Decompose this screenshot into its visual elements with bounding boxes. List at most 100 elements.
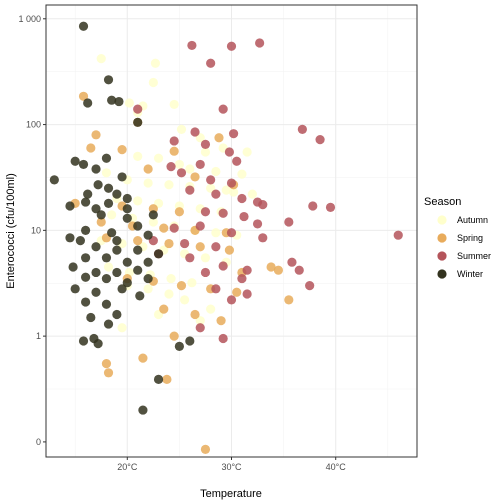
legend-label-winter: Winter (457, 269, 483, 279)
data-point-summer (239, 211, 249, 222)
data-point-winter (153, 249, 164, 259)
data-point-summer (200, 207, 211, 217)
data-point-autumn (247, 189, 257, 199)
data-point-winter (107, 228, 117, 238)
data-point-winter (91, 164, 101, 174)
data-point-winter (81, 253, 91, 263)
data-point-winter (91, 242, 101, 252)
data-point-winter (122, 257, 132, 267)
data-point-winter (78, 21, 89, 31)
data-point-summer (195, 159, 205, 170)
data-point-autumn (133, 151, 143, 162)
data-point-summer (325, 202, 336, 212)
data-point-spring (159, 223, 169, 233)
data-point-autumn (237, 169, 247, 179)
data-point-winter (49, 175, 59, 185)
data-point-autumn (176, 124, 187, 135)
data-point-winter (185, 336, 195, 346)
data-point-summer (294, 265, 304, 275)
data-point-summer (206, 58, 216, 68)
data-point-winter (112, 267, 122, 278)
data-point-winter (70, 156, 80, 166)
data-point-summer (176, 168, 187, 178)
data-point-winter (96, 210, 106, 220)
data-point-summer (218, 261, 228, 271)
data-point-winter (81, 297, 91, 307)
data-point-summer (242, 289, 252, 299)
data-point-winter (101, 153, 112, 163)
legend-key-summer (437, 251, 447, 261)
data-point-summer (297, 124, 307, 135)
data-point-winter (143, 230, 153, 240)
data-point-autumn (211, 228, 221, 238)
data-point-summer (218, 104, 228, 114)
data-point-autumn (117, 323, 127, 333)
data-point-summer (211, 284, 221, 294)
data-point-summer (237, 193, 247, 204)
data-point-winter (81, 272, 91, 282)
data-point-autumn (124, 98, 134, 108)
data-point-spring (200, 444, 211, 454)
data-point-winter (65, 201, 75, 211)
data-point-spring (86, 143, 96, 153)
data-point-autumn (200, 253, 211, 263)
data-point-winter (122, 213, 132, 223)
data-point-winter (117, 284, 127, 294)
data-point-summer (200, 267, 211, 278)
data-point-summer (287, 257, 297, 267)
y-tick-label: 100 (26, 120, 41, 130)
data-point-summer (228, 129, 239, 139)
y-tick-label: 1 (36, 331, 41, 341)
data-points (49, 21, 403, 454)
legend-key-spring (437, 233, 447, 243)
data-point-summer (180, 238, 190, 249)
data-point-spring (169, 146, 179, 156)
data-point-spring (195, 242, 205, 252)
data-point-summer (305, 281, 315, 291)
data-point-summer (308, 201, 318, 211)
data-point-winter (103, 198, 114, 208)
data-point-autumn (164, 289, 174, 299)
data-point-autumn (153, 153, 164, 163)
legend-key-winter (437, 269, 447, 279)
data-point-summer (195, 323, 205, 333)
data-point-autumn (221, 185, 231, 195)
data-point-spring (143, 164, 153, 174)
data-point-winter (114, 96, 124, 107)
data-point-winter (91, 204, 101, 214)
data-point-summer (185, 185, 195, 195)
data-point-winter (103, 75, 114, 85)
data-point-winter (103, 183, 114, 193)
data-point-spring (190, 309, 200, 320)
data-point-spring (138, 353, 148, 363)
data-point-summer (226, 295, 237, 305)
data-point-spring (169, 331, 179, 341)
data-point-winter (133, 245, 143, 255)
data-point-winter (117, 172, 127, 182)
data-point-summer (242, 265, 252, 275)
data-point-autumn (174, 159, 184, 170)
legend-key-autumn (437, 215, 447, 225)
data-point-summer (284, 217, 294, 227)
data-point-winter (91, 287, 101, 297)
data-point-winter (91, 267, 101, 278)
data-point-autumn (150, 58, 161, 68)
data-point-autumn (195, 316, 205, 326)
data-point-spring (273, 265, 283, 275)
data-point-winter (101, 273, 112, 284)
data-point-summer (232, 156, 242, 166)
data-point-summer (190, 127, 200, 137)
data-point-summer (187, 40, 197, 51)
data-point-winter (143, 273, 153, 284)
data-point-autumn (211, 166, 221, 177)
data-point-winter (93, 180, 103, 190)
data-point-summer (226, 41, 237, 51)
legend-title: Season (424, 196, 461, 208)
data-point-winter (153, 374, 164, 384)
data-point-winter (122, 278, 132, 288)
data-point-winter (103, 319, 114, 329)
y-tick-label: 10 (31, 225, 41, 235)
data-point-autumn (166, 273, 176, 284)
data-point-autumn (148, 77, 158, 88)
